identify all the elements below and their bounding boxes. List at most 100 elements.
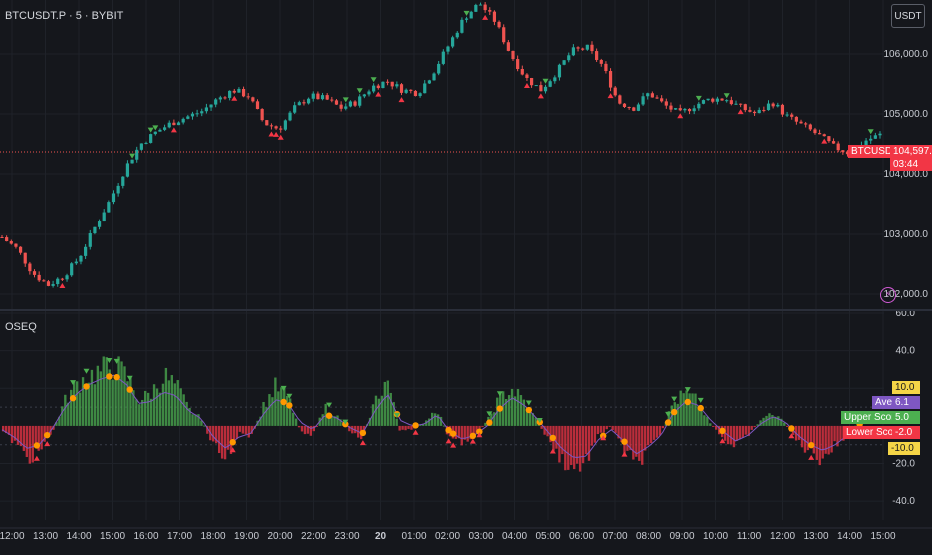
candle-body — [37, 274, 41, 281]
histogram-bar — [102, 356, 105, 426]
price-tick-label: 105,000.0 — [884, 109, 929, 120]
pivot-dot — [486, 419, 493, 426]
histogram-bar — [132, 390, 135, 426]
osc-buy-marker — [621, 451, 628, 457]
candle-body — [734, 103, 738, 105]
candle-body — [641, 96, 645, 105]
candle-body — [451, 37, 455, 47]
candle-body — [93, 226, 97, 234]
candle-body — [46, 281, 51, 286]
candle-body — [102, 212, 106, 222]
histogram-bar — [93, 384, 97, 426]
histogram-bar — [703, 415, 706, 426]
histogram-bar — [558, 425, 561, 463]
histogram-bar — [753, 425, 756, 428]
candle-body — [497, 21, 501, 28]
histogram-bar — [478, 425, 481, 429]
candle-body — [293, 105, 297, 113]
pivot-dot — [359, 429, 367, 437]
histogram-bar — [658, 425, 662, 436]
osc-buy-marker — [719, 438, 726, 444]
histogram-bar — [685, 390, 688, 426]
histogram-bar — [312, 425, 316, 432]
candle-body — [427, 80, 431, 84]
histogram-bar — [37, 425, 40, 451]
histogram-bar — [836, 425, 839, 447]
histogram-bar — [741, 425, 745, 438]
histogram-bar — [469, 425, 472, 440]
candle-body — [766, 103, 771, 111]
candle-body — [0, 237, 4, 238]
histogram-bar — [717, 425, 721, 435]
candle-body — [650, 93, 654, 98]
candle-body — [585, 44, 589, 50]
candle-body — [418, 93, 422, 97]
candle-body — [209, 104, 213, 108]
currency-button[interactable]: USDT — [891, 4, 925, 28]
histogram-bar — [510, 388, 514, 426]
pivot-dot — [476, 428, 483, 435]
time-tick-label: 20 — [375, 531, 387, 542]
candle-body — [223, 97, 227, 99]
histogram-bar — [543, 425, 546, 435]
time-tick-label: 14:00 — [66, 531, 91, 542]
candle-body — [14, 243, 18, 247]
candle-body — [348, 101, 353, 107]
candle-body — [311, 93, 315, 99]
histogram-bar — [484, 422, 487, 426]
histogram-bar — [466, 425, 469, 442]
histogram-bar — [803, 425, 807, 453]
histogram-bar — [67, 402, 70, 426]
histogram-bar — [348, 425, 351, 432]
lightning-icon[interactable]: ⚡ — [880, 287, 896, 303]
histogram-bar — [676, 403, 679, 426]
histogram-bar — [158, 392, 162, 426]
histogram-bar — [646, 425, 650, 446]
sell-signal-marker — [370, 77, 377, 83]
candle-body — [706, 98, 710, 101]
candle-body — [869, 138, 873, 141]
candle-body — [88, 233, 92, 247]
histogram-bar — [188, 407, 191, 426]
histogram-bar — [780, 418, 783, 426]
histogram-bar — [265, 407, 268, 426]
histogram-bar — [697, 406, 700, 426]
pivot-dot — [280, 398, 287, 406]
candle-body — [330, 99, 334, 101]
buy-signal-marker — [607, 93, 614, 99]
candle-body — [613, 87, 617, 96]
candle-body — [697, 103, 701, 109]
osc-sell-marker — [126, 375, 133, 381]
candle-body — [553, 77, 557, 82]
upper-score-value-badge: 5.0 — [892, 411, 920, 424]
time-tick-label: 06:00 — [569, 531, 594, 542]
histogram-bar — [16, 425, 20, 445]
osc-buy-marker — [445, 438, 452, 444]
histogram-bar — [682, 393, 685, 426]
time-tick-label: 09:00 — [669, 531, 694, 542]
osc-buy-marker — [359, 440, 366, 446]
pivot-dot — [33, 442, 41, 449]
candle-body — [362, 94, 366, 97]
osc-sell-marker — [665, 411, 672, 417]
histogram-bar — [747, 425, 750, 436]
histogram-bar — [641, 425, 644, 465]
histogram-bar — [694, 393, 697, 426]
pivot-dot — [525, 406, 533, 414]
sell-signal-marker — [695, 95, 702, 101]
candle-body — [274, 126, 278, 129]
candle-body — [762, 109, 766, 111]
candle-body — [320, 95, 325, 100]
histogram-bar — [439, 416, 443, 426]
candle-body — [372, 85, 376, 92]
time-tick-label: 23:00 — [334, 531, 359, 542]
candle-body — [660, 98, 664, 102]
candle-body — [799, 121, 803, 124]
histogram-bar — [141, 399, 144, 426]
osc-sell-marker — [280, 385, 287, 391]
histogram-bar — [821, 425, 824, 459]
sell-signal-marker — [356, 88, 363, 94]
candle-body — [190, 113, 195, 117]
histogram-bar — [732, 425, 736, 448]
